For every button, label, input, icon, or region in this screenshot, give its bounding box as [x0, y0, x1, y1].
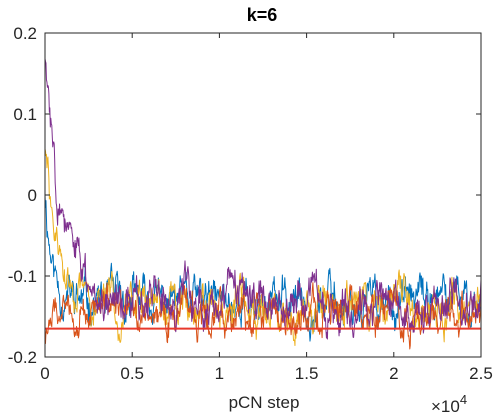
x-tick-label: 1	[215, 364, 224, 383]
chart-title: k=6	[247, 5, 278, 25]
series-line-4	[44, 58, 482, 340]
x-tick-label: 0	[40, 364, 49, 383]
x-axis-label: pCN step	[229, 393, 300, 412]
y-axis: -0.2 -0.1 0 0.1 0.2	[8, 24, 481, 367]
series-layer	[44, 58, 482, 350]
y-tick-label: -0.2	[8, 348, 37, 367]
x-tick-label: 2	[389, 364, 398, 383]
series-line-2	[44, 148, 482, 347]
x-axis: 0 0.5 1 1.5 2 2.5	[40, 33, 493, 383]
x-axis-multiplier: ×104	[431, 392, 467, 416]
y-tick-label: 0.2	[13, 24, 37, 43]
x-tick-label: 2.5	[469, 364, 493, 383]
x-tick-label: 0.5	[120, 364, 144, 383]
y-tick-label: 0.1	[13, 105, 37, 124]
y-tick-label: -0.1	[8, 267, 37, 286]
y-tick-label: 0	[28, 186, 37, 205]
x-axis-multiplier-exponent: 4	[460, 392, 467, 407]
x-tick-label: 1.5	[295, 364, 319, 383]
